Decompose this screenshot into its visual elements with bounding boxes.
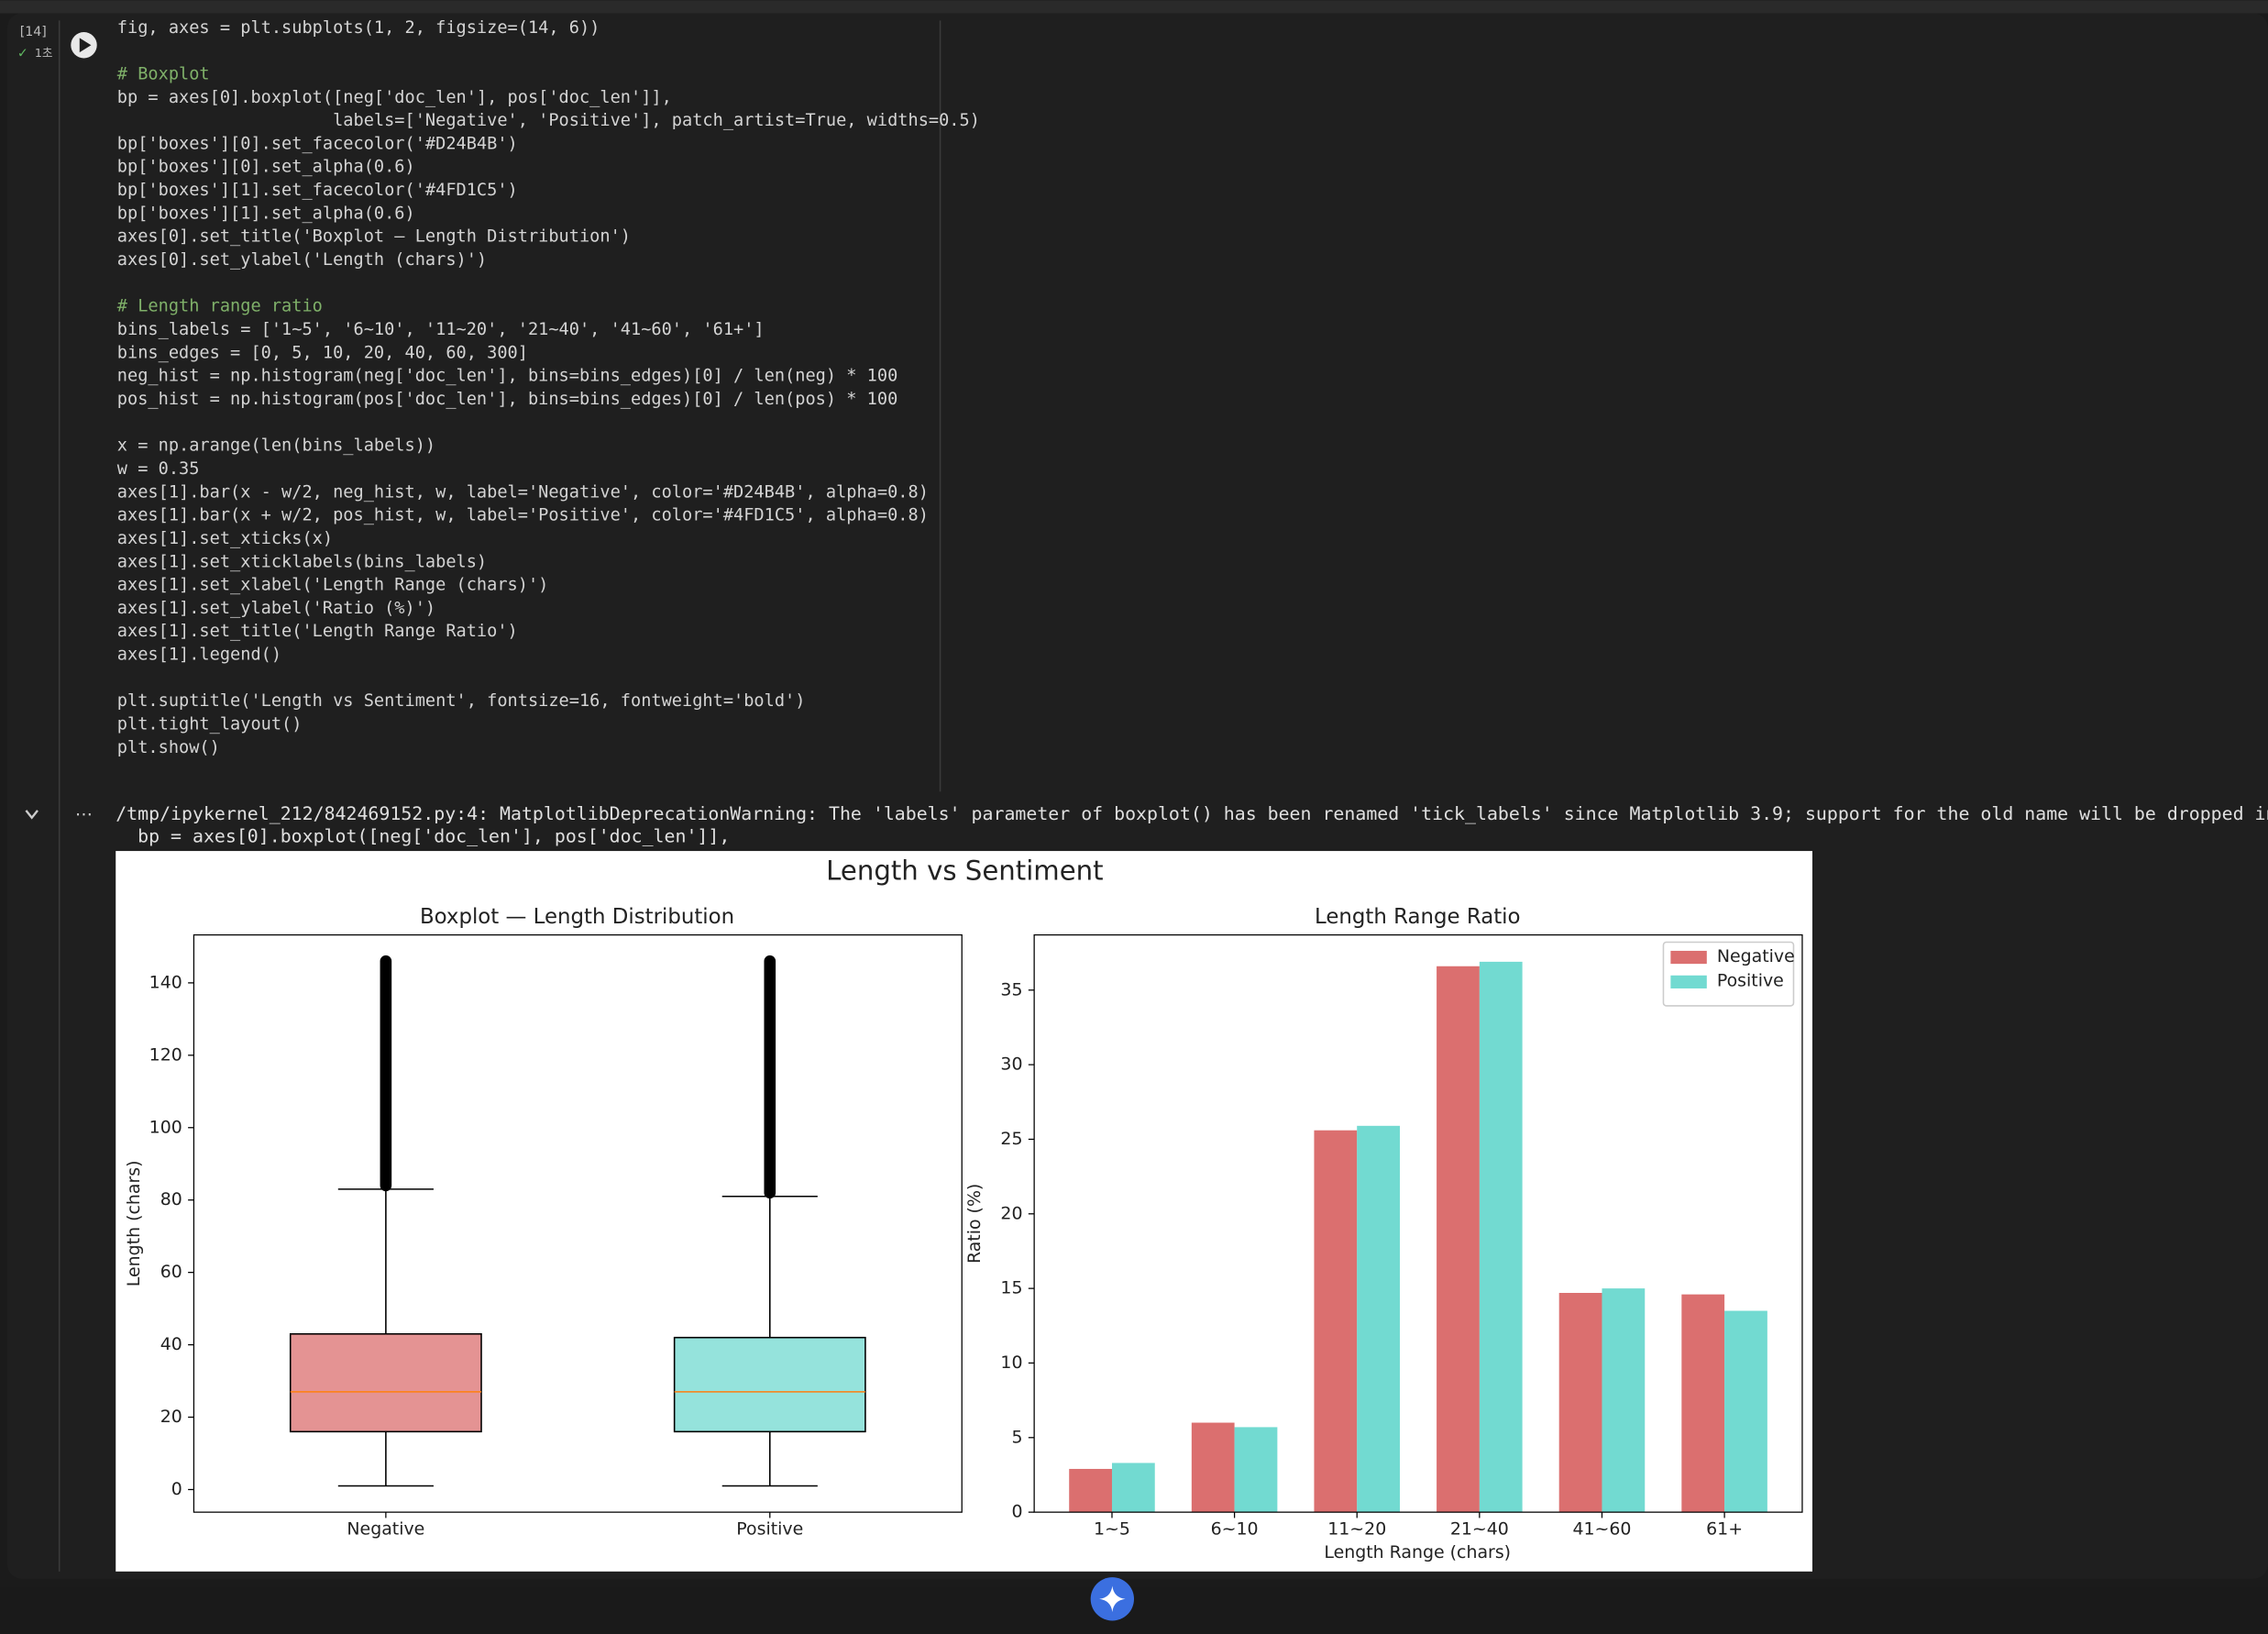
legend-swatch	[1670, 975, 1707, 988]
y-tick-label: 0	[1011, 1502, 1022, 1522]
legend-swatch	[1670, 950, 1707, 965]
bottom-bar	[0, 1587, 2268, 1634]
code-line: bp = axes[0].boxplot([neg['doc_len'], po…	[117, 88, 672, 107]
code-line: axes[1].set_xticks(x)	[117, 529, 333, 548]
y-tick-label: 35	[1000, 979, 1022, 999]
bar	[1437, 966, 1480, 1513]
y-tick-label: 100	[149, 1117, 182, 1137]
axes-title: Length Range Ratio	[1315, 905, 1521, 929]
code-line: axes[1].set_xticklabels(bins_labels)	[117, 552, 487, 571]
check-icon: ✓	[17, 47, 28, 61]
y-tick-label: 120	[149, 1044, 182, 1065]
code-line: axes[0].set_ylabel('Length (chars)')	[117, 250, 487, 270]
warning-line: bp = axes[0].boxplot([neg['doc_len'], po…	[116, 826, 730, 847]
run-button[interactable]	[71, 32, 97, 59]
y-tick-label: 20	[1000, 1203, 1022, 1223]
x-tick-label: 61+	[1706, 1519, 1743, 1540]
code-line: plt.show()	[117, 738, 220, 757]
legend-label: Positive	[1717, 971, 1784, 991]
warning-line: /tmp/ipykernel_212/842469152.py:4: Matpl…	[116, 803, 2268, 824]
figure-title: Length vs Sentiment	[826, 856, 1103, 887]
bar	[1724, 1310, 1767, 1513]
x-tick-label: 41~60	[1572, 1519, 1631, 1540]
code-line: bp['boxes'][0].set_facecolor('#D24B4B')	[117, 134, 518, 153]
x-tick-label: Positive	[736, 1519, 803, 1540]
bar	[1111, 1463, 1155, 1513]
x-tick-label: 11~20	[1327, 1519, 1386, 1540]
code-line: pos_hist = np.histogram(pos['doc_len'], …	[117, 390, 898, 409]
y-tick-label: 25	[1000, 1129, 1022, 1149]
gemini-button[interactable]	[1090, 1577, 1134, 1621]
y-tick-label: 0	[171, 1479, 182, 1499]
y-tick-label: 140	[149, 972, 182, 992]
code-line: w = 0.35	[117, 459, 200, 479]
run-icon[interactable]	[79, 38, 92, 53]
gemini-icon[interactable]	[1099, 1585, 1126, 1613]
y-tick-label: 15	[1000, 1278, 1022, 1298]
figure	[116, 851, 1812, 1572]
code-line: bp['boxes'][1].set_alpha(0.6)	[117, 204, 415, 223]
code-line: plt.tight_layout()	[117, 715, 303, 734]
fliers	[764, 955, 776, 1199]
output-menu[interactable]: ⋯	[75, 804, 93, 824]
bar	[1191, 1422, 1235, 1513]
code-line: labels=['Negative', 'Positive'], patch_a…	[117, 111, 980, 130]
bar	[1479, 961, 1523, 1513]
bar	[1681, 1294, 1725, 1513]
code-line: axes[1].bar(x - w/2, neg_hist, w, label=…	[117, 482, 929, 502]
y-tick-label: 40	[160, 1334, 182, 1354]
top-bar	[0, 0, 2268, 14]
code-line: axes[1].set_xlabel('Length Range (chars)…	[117, 576, 549, 595]
code-line: bins_labels = ['1~5', '6~10', '11~20', '…	[117, 320, 765, 339]
code-line: plt.suptitle('Length vs Sentiment', font…	[117, 691, 806, 711]
exec-time: 1초	[35, 46, 53, 60]
box	[289, 1332, 482, 1433]
x-tick-label: 1~5	[1094, 1519, 1130, 1540]
bar	[1314, 1130, 1358, 1513]
x-tick-label: 6~10	[1211, 1519, 1259, 1540]
x-axis-label: Length Range (chars)	[1324, 1542, 1511, 1562]
bar	[1069, 1468, 1112, 1513]
axes-frame	[193, 933, 963, 1513]
bar	[1602, 1288, 1646, 1513]
code-line: bins_edges = [0, 5, 10, 20, 40, 60, 300]	[117, 343, 528, 362]
y-tick-label: 60	[160, 1262, 182, 1282]
bar	[1234, 1427, 1278, 1513]
y-tick-label: 10	[1000, 1352, 1022, 1373]
y-axis-label: Ratio (%)	[964, 1184, 985, 1264]
bar	[1357, 1125, 1400, 1513]
y-tick-label: 30	[1000, 1054, 1022, 1075]
code-line: x = np.arange(len(bins_labels))	[117, 436, 435, 456]
y-tick-label: 80	[160, 1189, 182, 1209]
code-line: bp['boxes'][1].set_facecolor('#4FD1C5')	[117, 181, 518, 200]
y-tick-label: 20	[160, 1407, 182, 1427]
code-line: axes[1].legend()	[117, 646, 281, 665]
y-axis-label: Length (chars)	[124, 1161, 144, 1287]
bar	[1558, 1293, 1602, 1513]
box	[673, 1336, 866, 1433]
code-line: axes[1].set_ylabel('Ratio (%)')	[117, 599, 435, 618]
fliers	[380, 955, 392, 1192]
code-line: axes[1].set_title('Length Range Ratio')	[117, 622, 518, 641]
code-line: fig, axes = plt.subplots(1, 2, figsize=(…	[117, 18, 600, 38]
code-line: # Length range ratio	[117, 297, 323, 316]
x-tick-label: 21~40	[1450, 1519, 1509, 1540]
code-line: neg_hist = np.histogram(neg['doc_len'], …	[117, 367, 898, 386]
code-line: axes[1].bar(x + w/2, pos_hist, w, label=…	[117, 506, 929, 525]
axes-frame	[1033, 933, 1803, 1513]
code-line: bp['boxes'][0].set_alpha(0.6)	[117, 158, 415, 177]
code-line: # Boxplot	[117, 64, 210, 83]
axes-title: Boxplot — Length Distribution	[420, 905, 734, 929]
x-tick-label: Negative	[347, 1519, 424, 1540]
collapse-output[interactable]	[25, 810, 39, 820]
y-tick-label: 5	[1011, 1427, 1022, 1447]
code-line: axes[0].set_title('Boxplot — Length Dist…	[117, 227, 631, 247]
legend-label: Negative	[1717, 946, 1795, 966]
execution-count: [14]	[20, 25, 47, 39]
